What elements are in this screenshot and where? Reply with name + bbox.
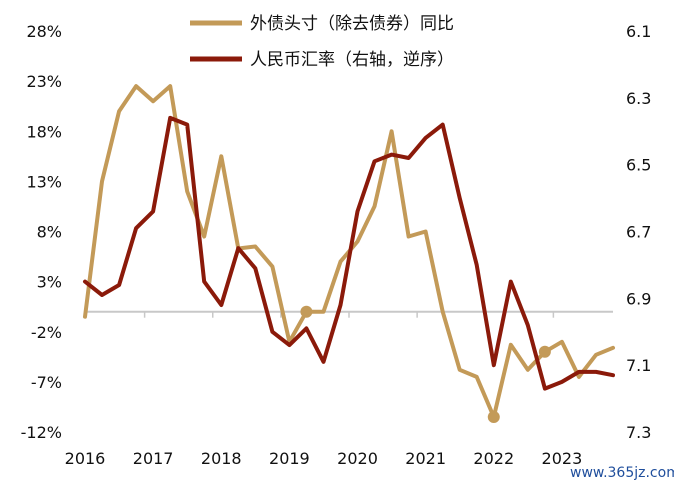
x-axis-tick-label: 2022 [473, 449, 514, 468]
legend: 外债头寸（除去债券）同比 人民币汇率（右轴，逆序） [190, 14, 454, 70]
left-axis-tick-label: 13% [26, 172, 62, 191]
right-axis-tick-label: 6.9 [626, 289, 651, 308]
series-marker [538, 345, 551, 358]
x-axis-tick-label: 2016 [65, 449, 106, 468]
x-axis-tick-label: 2019 [269, 449, 310, 468]
right-axis-tick-label: 6.3 [626, 89, 651, 108]
watermark: www.365jz.com [570, 465, 674, 481]
legend-label-rmb: 人民币汇率（右轴，逆序） [250, 50, 454, 70]
x-axis-tick-label: 2021 [405, 449, 446, 468]
right-axis-tick-label: 6.1 [626, 22, 651, 41]
left-axis-tick-label: 3% [37, 273, 62, 292]
series-layer [83, 84, 615, 423]
left-axis-tick-label: -7% [31, 373, 62, 392]
x-axis-tick-label: 2018 [201, 449, 242, 468]
right-axis-ticks: 6.1 6.3 6.5 6.7 6.9 7.1 7.3 [626, 22, 651, 442]
left-axis-tick-label: 8% [37, 223, 62, 242]
x-axis-tick-label: 2023 [542, 449, 583, 468]
left-axis-ticks: 28% 23% 18% 13% 8% 3% -2% -7% -12% [21, 22, 62, 442]
right-axis-tick-label: 7.1 [626, 356, 651, 375]
x-axis-tick-label: 2017 [133, 449, 174, 468]
series-line-rmb-rate [83, 115, 615, 391]
left-axis-tick-label: 18% [26, 122, 62, 141]
left-axis-tick-label: -12% [21, 423, 62, 442]
right-axis-tick-label: 6.7 [626, 223, 651, 242]
x-axis-ticks: 2016 2017 2018 2019 2020 2021 2022 2023 [65, 449, 583, 468]
left-axis-tick-label: 28% [26, 22, 62, 41]
left-axis-tick-label: 23% [26, 72, 62, 91]
right-axis-tick-label: 7.3 [626, 423, 651, 442]
left-axis-tick-label: -2% [31, 323, 62, 342]
series-marker [300, 305, 313, 318]
x-axis-tick-label: 2020 [337, 449, 378, 468]
legend-label-debt: 外债头寸（除去债券）同比 [250, 14, 454, 34]
right-axis-tick-label: 6.5 [626, 156, 651, 175]
series-marker [487, 410, 500, 423]
